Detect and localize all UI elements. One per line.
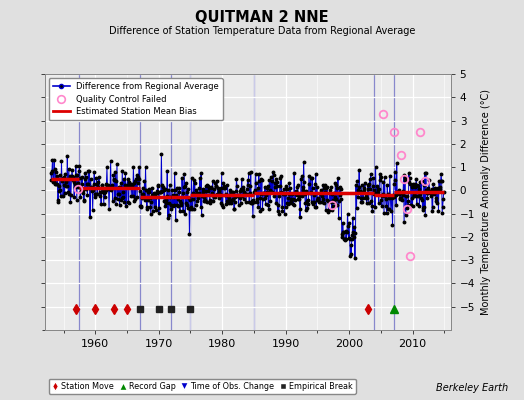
Legend: Station Move, Record Gap, Time of Obs. Change, Empirical Break: Station Move, Record Gap, Time of Obs. C… (49, 378, 356, 394)
Text: Difference of Station Temperature Data from Regional Average: Difference of Station Temperature Data f… (109, 26, 415, 36)
Text: QUITMAN 2 NNE: QUITMAN 2 NNE (195, 10, 329, 25)
Text: Berkeley Earth: Berkeley Earth (436, 383, 508, 393)
Legend: Difference from Regional Average, Quality Control Failed, Estimated Station Mean: Difference from Regional Average, Qualit… (49, 78, 223, 120)
Y-axis label: Monthly Temperature Anomaly Difference (°C): Monthly Temperature Anomaly Difference (… (481, 89, 490, 315)
